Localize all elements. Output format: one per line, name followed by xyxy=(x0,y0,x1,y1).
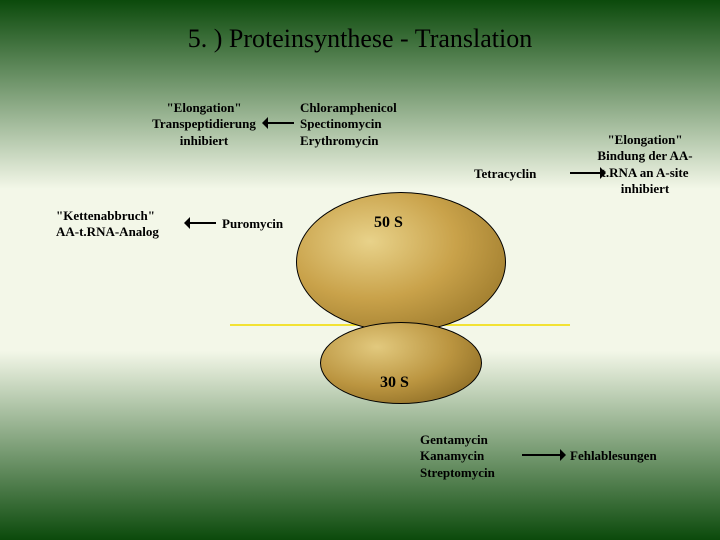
label-fehlablesungen: Fehlablesungen xyxy=(570,448,690,464)
label-puromycin: Puromycin xyxy=(222,216,312,232)
ribosome-50s xyxy=(296,192,506,332)
label-30s: 30 S xyxy=(380,374,409,392)
label-tetracyclin: Tetracyclin xyxy=(474,166,564,182)
label-elongation-transpep: "Elongation"Transpeptidierunginhibiert xyxy=(138,100,270,149)
label-chloramphenicol-group: ChloramphenicolSpectinomycinErythromycin xyxy=(300,100,430,149)
label-elongation-asite: "Elongation"Bindung der AA-t.RNA an A-si… xyxy=(580,132,710,197)
label-50s: 50 S xyxy=(374,214,403,232)
label-gentamycin-group: GentamycinKanamycinStreptomycin xyxy=(420,432,530,481)
label-kettenabbruch: "Kettenabbruch"AA-t.RNA-Analog xyxy=(56,208,186,241)
page-title: 5. ) Proteinsynthese - Translation xyxy=(0,24,720,54)
